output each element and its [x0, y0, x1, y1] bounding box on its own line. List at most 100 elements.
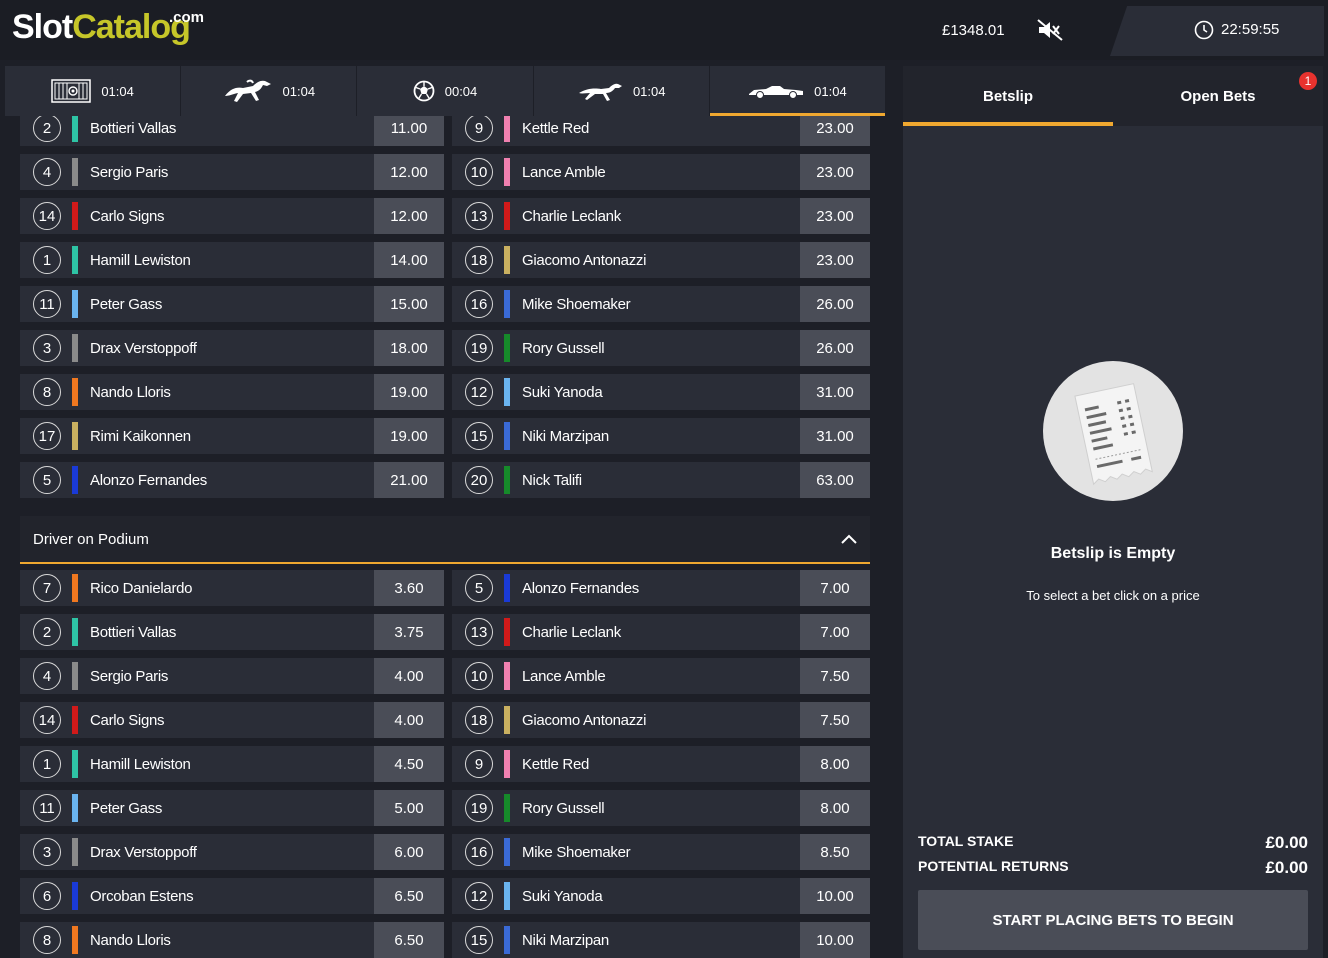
runner-color-bar [72, 246, 78, 274]
logo[interactable]: SlotCatalog .com [12, 8, 204, 56]
price-button[interactable]: 14.00 [374, 242, 444, 278]
total-stake-value: £0.00 [1265, 833, 1308, 852]
chevron-up-icon[interactable] [841, 534, 857, 544]
price-button[interactable]: 6.50 [374, 922, 444, 958]
selection-row: 12 Suki Yanoda 10.00 [452, 878, 870, 914]
account-balance: £1348.01 [942, 22, 1005, 39]
runner-color-bar [72, 158, 78, 186]
price-button[interactable]: 4.00 [374, 658, 444, 694]
price-button[interactable]: 11.00 [374, 116, 444, 146]
selection-row: 2 Bottieri Vallas 11.00 [20, 116, 444, 146]
price-button[interactable]: 8.00 [800, 746, 870, 782]
top-bar: SlotCatalog .com £1348.01 22:59:55 [0, 0, 1328, 60]
runner-name: Nando Lloris [90, 931, 171, 949]
runner-name: Bottieri Vallas [90, 119, 177, 137]
race-car-icon [749, 86, 804, 99]
runner-color-bar [504, 290, 510, 318]
price-button[interactable]: 23.00 [800, 116, 870, 146]
selection-row: 9 Kettle Red 8.00 [452, 746, 870, 782]
price-button[interactable]: 18.00 [374, 330, 444, 366]
price-button[interactable]: 23.00 [800, 154, 870, 190]
price-button[interactable]: 8.50 [800, 834, 870, 870]
runner-color-bar [72, 838, 78, 866]
runner-name: Carlo Signs [90, 711, 165, 729]
runner-color-bar [72, 378, 78, 406]
tab-football[interactable]: 00:04 [357, 66, 534, 116]
selection-row: 2 Bottieri Vallas 3.75 [20, 614, 444, 650]
selection-row: 3 Drax Verstoppoff 6.00 [20, 834, 444, 870]
price-button[interactable]: 4.00 [374, 702, 444, 738]
runner-color-bar [72, 202, 78, 230]
runner-name: Giacomo Antonazzi [522, 711, 647, 729]
potential-returns-value: £0.00 [1265, 858, 1308, 877]
price-button[interactable]: 7.50 [800, 658, 870, 694]
price-button[interactable]: 21.00 [374, 462, 444, 498]
price-button[interactable]: 31.00 [800, 418, 870, 454]
logo-catalog-text: Catalog [72, 8, 191, 46]
runner-number-badge: 12 [465, 378, 493, 406]
runner-color-bar [504, 116, 510, 142]
price-button[interactable]: 7.50 [800, 702, 870, 738]
tab-motor-racing[interactable]: 01:04 [709, 66, 886, 116]
price-button[interactable]: 31.00 [800, 374, 870, 410]
tab-horse-racing[interactable]: 01:04 [181, 66, 358, 116]
price-button[interactable]: 6.50 [374, 878, 444, 914]
runner-name: Charlie Leclank [522, 623, 621, 641]
logo-com-text: .com [169, 9, 205, 26]
price-button[interactable]: 3.60 [374, 570, 444, 606]
runner-name: Suki Yanoda [522, 887, 603, 905]
price-button[interactable]: 10.00 [800, 922, 870, 958]
tab-greyhound-trap[interactable]: 01:04 [5, 66, 182, 116]
runner-name: Peter Gass [90, 799, 163, 817]
price-button[interactable]: 7.00 [800, 614, 870, 650]
runner-number-badge: 20 [465, 466, 493, 494]
start-placing-bets-button[interactable]: START PLACING BETS TO BEGIN [918, 890, 1308, 950]
price-button[interactable]: 23.00 [800, 198, 870, 234]
price-button[interactable]: 8.00 [800, 790, 870, 826]
runner-color-bar [504, 246, 510, 274]
price-button[interactable]: 26.00 [800, 330, 870, 366]
price-button[interactable]: 3.75 [374, 614, 444, 650]
price-button[interactable]: 6.00 [374, 834, 444, 870]
selection-row: 14 Carlo Signs 4.00 [20, 702, 444, 738]
tab-betslip[interactable]: Betslip [903, 66, 1113, 126]
price-button[interactable]: 15.00 [374, 286, 444, 322]
price-button[interactable]: 19.00 [374, 418, 444, 454]
tab-football-time: 00:04 [444, 83, 478, 99]
tab-open-bets[interactable]: Open Bets [1113, 66, 1323, 126]
price-button[interactable]: 7.00 [800, 570, 870, 606]
selection-row: 8 Nando Lloris 6.50 [20, 922, 444, 958]
runner-color-bar [504, 750, 510, 778]
price-button[interactable]: 12.00 [374, 198, 444, 234]
price-button[interactable]: 26.00 [800, 286, 870, 322]
price-button[interactable]: 12.00 [374, 154, 444, 190]
runner-number-badge: 2 [33, 116, 61, 142]
clock-icon [1194, 20, 1214, 40]
sound-muted-icon[interactable] [1036, 18, 1064, 42]
price-button[interactable]: 19.00 [374, 374, 444, 410]
podium-market-left-column: 7 Rico Danielardo 3.60 2 Bottieri Vallas 3.75… [20, 570, 444, 958]
tab-motor-racing-time: 01:04 [814, 83, 847, 99]
selection-row: 5 Alonzo Fernandes 21.00 [20, 462, 444, 498]
runner-number-badge: 17 [33, 422, 61, 450]
runner-color-bar [504, 158, 510, 186]
price-button[interactable]: 5.00 [374, 790, 444, 826]
runner-color-bar [72, 750, 78, 778]
selection-row: 15 Niki Marzipan 31.00 [452, 418, 870, 454]
runner-color-bar [72, 334, 78, 362]
runner-number-badge: 16 [465, 290, 493, 318]
win-market-right-column: 9 Kettle Red 23.00 10 Lance Amble 23.00 13 Char… [452, 116, 870, 506]
price-button[interactable]: 63.00 [800, 462, 870, 498]
runner-number-badge: 16 [465, 838, 493, 866]
runner-number-badge: 15 [465, 926, 493, 954]
price-button[interactable]: 10.00 [800, 878, 870, 914]
runner-number-badge: 5 [465, 574, 493, 602]
price-button[interactable]: 4.50 [374, 746, 444, 782]
runner-color-bar [72, 290, 78, 318]
selection-row: 16 Mike Shoemaker 8.50 [452, 834, 870, 870]
runner-color-bar [504, 882, 510, 910]
podium-market-header[interactable]: Driver on Podium [20, 516, 870, 564]
tab-greyhound[interactable]: 01:04 [534, 66, 710, 116]
selection-row: 1 Hamill Lewiston 4.50 [20, 746, 444, 782]
price-button[interactable]: 23.00 [800, 242, 870, 278]
